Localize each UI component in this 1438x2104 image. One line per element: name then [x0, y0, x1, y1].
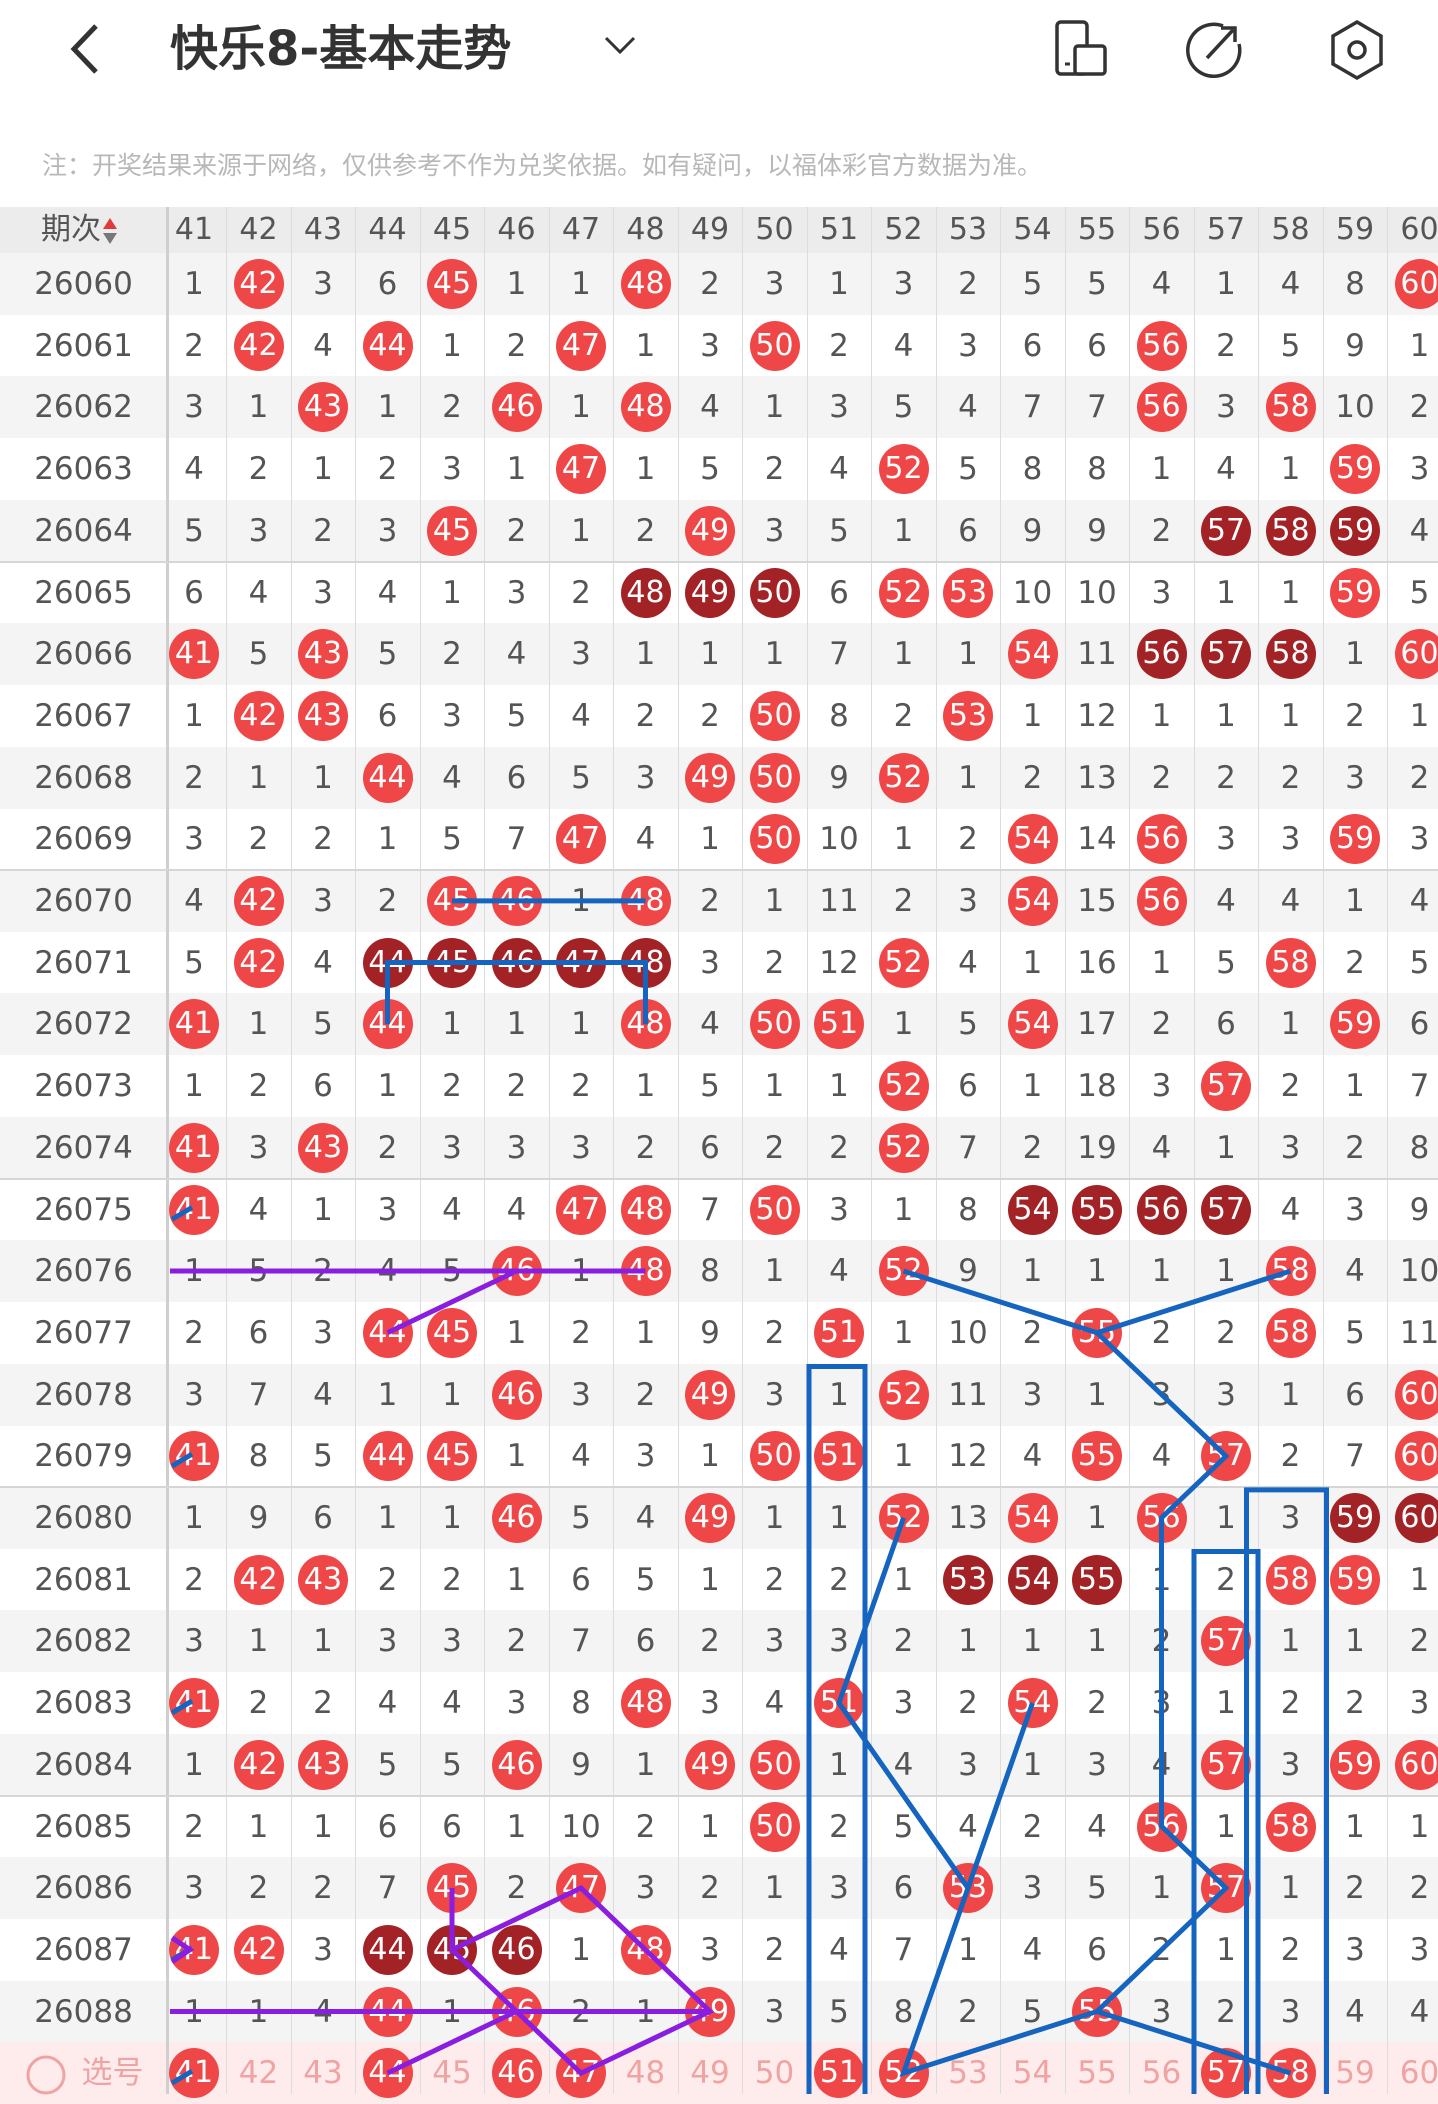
blue-line — [839, 1518, 968, 1888]
blue-line — [904, 1333, 1227, 2073]
purple-line — [388, 2011, 517, 2073]
blue-mark — [172, 1454, 192, 1466]
blue-line — [904, 1271, 1291, 1333]
blue-line — [388, 963, 646, 1025]
blue-mark — [172, 1701, 192, 1713]
blue-mark — [172, 1207, 192, 1219]
blue-mark — [172, 2071, 192, 2083]
purple-line — [388, 1271, 517, 1333]
purple-mark — [172, 1938, 190, 1962]
purple-line — [452, 1888, 710, 2073]
